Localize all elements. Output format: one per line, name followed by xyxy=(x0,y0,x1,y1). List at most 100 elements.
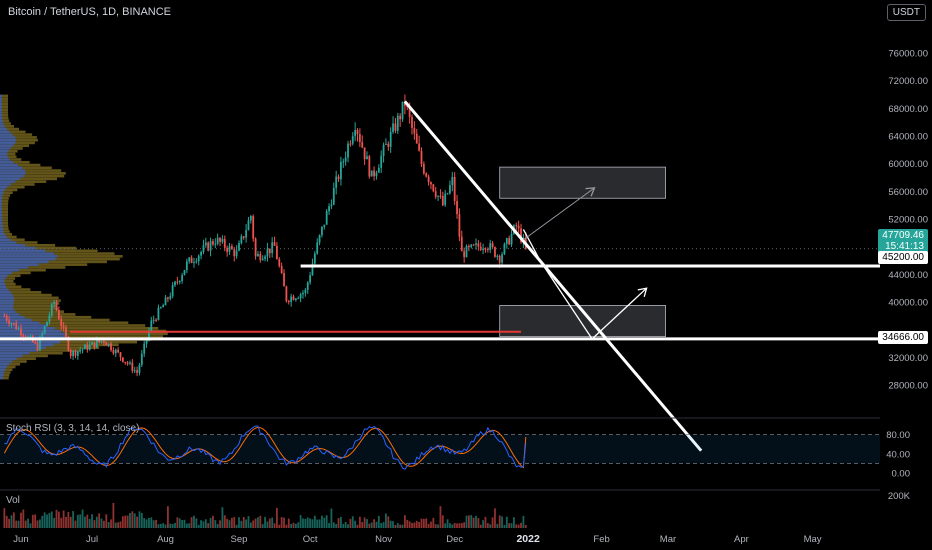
volume-bar xyxy=(351,516,354,528)
volume-bar xyxy=(114,522,117,528)
candle-body xyxy=(15,323,18,330)
volume-bar xyxy=(294,523,297,528)
volume-bar xyxy=(34,514,37,528)
volume-title[interactable]: Vol xyxy=(6,495,20,506)
candle-body xyxy=(332,187,335,205)
volume-bar xyxy=(406,519,409,528)
candle-body xyxy=(489,243,492,250)
volume-bar xyxy=(43,512,46,528)
volume-bar xyxy=(489,524,492,528)
candle-body xyxy=(285,286,288,302)
volume-profile-bar xyxy=(0,274,21,278)
candle-body xyxy=(475,243,477,245)
volume-bar xyxy=(304,518,307,528)
volume-bar xyxy=(513,517,515,528)
volume-bar xyxy=(422,518,425,528)
candle-body xyxy=(496,255,499,257)
rsi-axis-label: 0.00 xyxy=(892,469,911,480)
support-upper-tag: 45200.00 xyxy=(878,251,928,264)
volume-bar xyxy=(515,524,518,528)
volume-profile-bar xyxy=(0,368,13,372)
volume-bar xyxy=(373,519,375,528)
candle-body xyxy=(494,247,496,257)
volume-profile-bar xyxy=(0,119,10,123)
volume-bar xyxy=(449,523,451,528)
volume-profile-bar xyxy=(0,136,37,139)
volume-profile-buy-bar xyxy=(0,227,3,230)
volume-bar xyxy=(136,516,138,528)
volume-bar xyxy=(188,523,191,528)
candle-body xyxy=(297,298,300,300)
candle-body xyxy=(152,319,155,321)
volume-bar xyxy=(283,517,285,528)
candle-body xyxy=(328,206,330,212)
candle-body xyxy=(394,123,397,131)
volume-bar xyxy=(157,524,160,528)
descending-trendline xyxy=(403,100,703,452)
volume-bar xyxy=(140,512,143,528)
volume-profile-buy-bar xyxy=(0,241,17,244)
volume-bar xyxy=(456,523,458,528)
volume-bar xyxy=(380,523,383,528)
volume-profile-buy-bar xyxy=(0,255,58,258)
volume-bar xyxy=(167,506,169,528)
candle-body xyxy=(302,292,304,295)
candle-body xyxy=(323,224,326,227)
candle-body xyxy=(171,285,174,297)
volume-bar xyxy=(505,516,508,528)
volume-bar xyxy=(62,510,65,528)
candle-body xyxy=(72,351,74,357)
candle-body xyxy=(264,256,266,259)
volume-profile-bar xyxy=(0,221,9,225)
volume-bar xyxy=(171,523,174,528)
candle-body xyxy=(238,243,240,251)
candle-body xyxy=(216,237,219,244)
volume-profile-bar xyxy=(0,277,16,280)
volume-bar xyxy=(252,520,255,528)
volume-bar xyxy=(257,517,259,528)
volume-profile-buy-bar xyxy=(0,293,13,297)
volume-bar xyxy=(17,520,20,528)
volume-profile-buy-bar xyxy=(0,180,16,183)
volume-profile-bar xyxy=(0,255,123,258)
volume-profile-bar xyxy=(0,302,60,305)
candle-body xyxy=(12,323,15,325)
candle-body xyxy=(74,351,77,356)
candle-body xyxy=(408,107,411,117)
volume-bar xyxy=(297,522,300,528)
volume-profile-buy-bar xyxy=(0,188,5,192)
volume-bar xyxy=(93,520,96,528)
volume-profile-bar xyxy=(0,152,16,156)
candle-body xyxy=(501,254,503,263)
volume-profile-buy-bar xyxy=(0,155,8,159)
volume-bar xyxy=(392,521,394,528)
volume-profile-bar xyxy=(0,191,13,195)
candle-body xyxy=(79,350,82,352)
candle-body xyxy=(441,196,444,206)
volume-bar xyxy=(508,523,511,528)
volume-bar xyxy=(148,518,150,528)
volume-bar xyxy=(55,509,58,528)
volume-bar xyxy=(498,515,501,528)
volume-profile-bar xyxy=(0,108,8,112)
candle-body xyxy=(178,281,181,283)
candle-body xyxy=(204,242,207,246)
volume-profile-buy-bar xyxy=(0,216,3,219)
volume-bar xyxy=(242,517,245,528)
volume-bar xyxy=(375,521,378,528)
stoch-rsi-title[interactable]: Stoch RSI (3, 3, 14, 14, close) xyxy=(6,423,140,434)
volume-profile-buy-bar xyxy=(0,324,48,327)
volume-profile-buy-bar xyxy=(0,340,61,344)
volume-bar xyxy=(8,518,11,528)
time-axis-label: Feb xyxy=(593,534,609,545)
candle-body xyxy=(91,342,93,345)
drawings[interactable] xyxy=(0,100,880,452)
currency-button[interactable]: USDT xyxy=(886,4,926,21)
volume-bar xyxy=(486,523,489,528)
time-axis-label: Aug xyxy=(157,534,174,545)
volume-profile-buy-bar xyxy=(0,260,49,264)
volume-profile-bar xyxy=(0,177,57,181)
candle-body xyxy=(361,141,364,148)
symbol-title[interactable]: Bitcoin / TetherUS, 1D, BINANCE xyxy=(8,6,172,18)
